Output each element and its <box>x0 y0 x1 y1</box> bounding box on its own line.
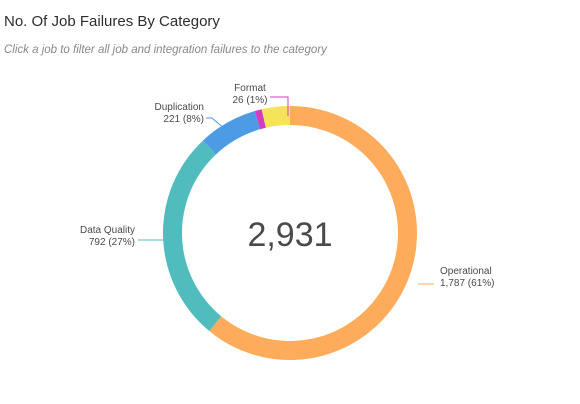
slice-label-name-data-quality: Data Quality <box>80 225 135 236</box>
slice-format[interactable] <box>254 109 266 130</box>
slice-label-value-format: 26 (1%) <box>232 95 267 106</box>
slice-remainder[interactable] <box>261 106 290 128</box>
center-total: 2,931 <box>247 216 332 254</box>
slice-label-name-format: Format <box>234 83 266 94</box>
chart-title: No. Of Job Failures By Category <box>4 13 220 30</box>
slice-operational[interactable] <box>209 106 418 360</box>
slice-data-quality[interactable] <box>163 140 222 332</box>
leader-lines <box>138 96 434 285</box>
chart-subtitle: Click a job to filter all job and integr… <box>4 44 327 56</box>
slice-label-value-duplication: 221 (8%) <box>163 114 204 125</box>
leader-line-duplication <box>206 117 227 131</box>
slice-duplication[interactable] <box>203 110 261 155</box>
leader-line-format <box>270 96 289 116</box>
slices-layer <box>163 106 418 360</box>
slice-label-name-operational: Operational <box>440 266 492 277</box>
slice-label-value-operational: 1,787 (61%) <box>440 278 494 289</box>
slice-label-name-duplication: Duplication <box>155 102 204 113</box>
slice-label-value-data-quality: 792 (27%) <box>89 237 135 248</box>
